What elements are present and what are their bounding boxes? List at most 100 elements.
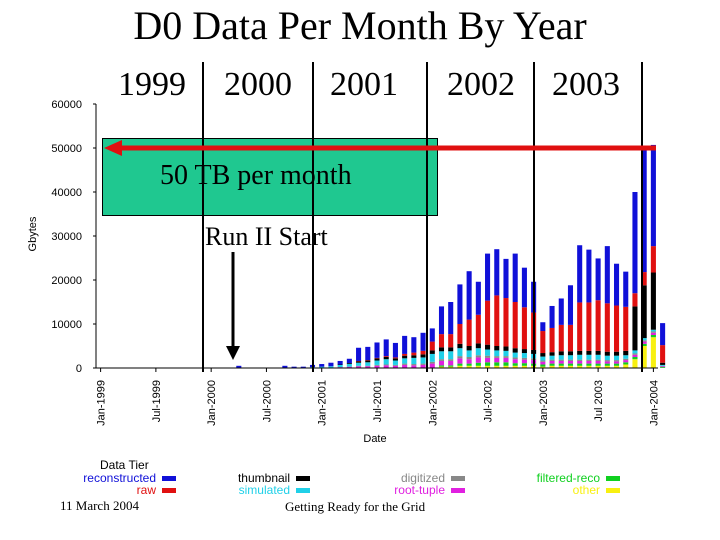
bar-segment-simulated bbox=[337, 364, 343, 368]
bar-segment-digitized bbox=[641, 340, 647, 342]
bar-segment-simulated bbox=[438, 351, 445, 360]
bar-segment-root-tuple bbox=[660, 366, 666, 368]
bar-segment-digitized bbox=[411, 364, 417, 366]
bar-segment-raw bbox=[383, 356, 389, 357]
bar-segment-raw bbox=[356, 360, 362, 362]
bar-segment-raw bbox=[475, 314, 481, 344]
bar-segment-reconstructed bbox=[641, 148, 647, 273]
bar-segment-digitized bbox=[540, 360, 546, 362]
bar-segment-root-tuple bbox=[457, 358, 463, 364]
legend-label: digitized bbox=[401, 471, 445, 485]
bar-segment-simulated bbox=[623, 355, 629, 359]
bar-segment-filtered-reco bbox=[475, 362, 481, 366]
x-tick-label: Jul-2000 bbox=[261, 380, 273, 422]
bar-segment-simulated bbox=[365, 362, 371, 366]
bar-segment-filtered-reco bbox=[567, 363, 574, 366]
bar-segment-reconstructed bbox=[365, 346, 371, 361]
bar-segment-thumbnail bbox=[411, 355, 417, 358]
bar-segment-raw bbox=[448, 334, 454, 348]
bar-segment-simulated bbox=[660, 364, 666, 366]
bar-segment-thumbnail bbox=[521, 349, 527, 354]
bar-segment-reconstructed bbox=[531, 281, 537, 313]
bar-segment-thumbnail bbox=[614, 351, 620, 356]
bar-segment-filtered-reco bbox=[604, 363, 610, 366]
bar-segment-reconstructed bbox=[319, 364, 325, 367]
bar-segment-reconstructed bbox=[346, 358, 352, 364]
bar-segment-reconstructed bbox=[549, 305, 555, 328]
bar-segment-filtered-reco bbox=[641, 343, 647, 346]
bar-segment-thumbnail bbox=[577, 350, 583, 355]
bar-segment-filtered-reco bbox=[660, 367, 666, 368]
x-tick-label: Jul-2002 bbox=[483, 380, 495, 422]
bar-segment-simulated bbox=[632, 350, 638, 354]
bar-segment-reconstructed bbox=[577, 245, 583, 303]
bar-segment-reconstructed bbox=[558, 298, 564, 325]
bar-segment-raw bbox=[485, 300, 491, 345]
bar-segment-filtered-reco bbox=[512, 363, 518, 366]
run-ii-start-label: Run II Start bbox=[205, 222, 328, 251]
bar-segment-thumbnail bbox=[586, 350, 592, 355]
bar-segment-reconstructed bbox=[614, 263, 620, 306]
bar-segment-digitized bbox=[604, 360, 610, 362]
x-axis: Jan-1999 Jul-1999 Jan-2000 Jul-2000 Jan-2001… bbox=[96, 367, 660, 426]
capacity-box bbox=[102, 138, 438, 216]
bar-segment-root-tuple bbox=[411, 365, 417, 368]
bar-segment-thumbnail bbox=[374, 358, 380, 361]
x-tick-label: Jan-2001 bbox=[317, 380, 329, 426]
legend-label: simulated bbox=[239, 483, 290, 497]
bar-segment-filtered-reco bbox=[457, 363, 463, 366]
year-label: 2002 bbox=[447, 66, 515, 103]
bar-segment-filtered-reco bbox=[614, 363, 620, 366]
bar-segment-other bbox=[512, 365, 518, 368]
bar-segment-digitized bbox=[383, 364, 389, 366]
bar-segment-other bbox=[503, 365, 509, 368]
bar-segment-raw bbox=[457, 324, 463, 344]
bar-segment-digitized bbox=[485, 355, 491, 358]
bar-segment-simulated bbox=[494, 350, 500, 357]
bar-segment-reconstructed bbox=[540, 322, 546, 332]
bar-segment-filtered-reco bbox=[595, 363, 601, 366]
bar-segment-digitized bbox=[586, 359, 592, 361]
bar-segment-thumbnail bbox=[383, 357, 389, 360]
bar-segment-digitized bbox=[567, 359, 574, 361]
bar-segment-filtered-reco bbox=[558, 363, 564, 366]
bar-segment-other bbox=[558, 365, 564, 368]
legend-label: thumbnail bbox=[238, 471, 290, 485]
bar-segment-other bbox=[632, 359, 638, 368]
y-tick-label: 20000 bbox=[51, 275, 82, 287]
bar-segment-other bbox=[614, 365, 620, 368]
bar-segment-root-tuple bbox=[623, 360, 629, 363]
bar-segment-other bbox=[438, 366, 445, 368]
bar-segment-reconstructed bbox=[512, 253, 518, 302]
bar-segment-raw bbox=[540, 331, 546, 354]
bar-segment-root-tuple bbox=[438, 360, 445, 366]
bar-segment-filtered-reco bbox=[521, 363, 527, 366]
bar-segment-thumbnail bbox=[595, 350, 601, 355]
bar-segment-root-tuple bbox=[512, 359, 518, 364]
bar-segment-digitized bbox=[558, 359, 564, 361]
year-label: 2001 bbox=[330, 66, 398, 103]
year-label: 2000 bbox=[224, 66, 292, 103]
bar-segment-root-tuple bbox=[540, 361, 546, 365]
bar-segment-reconstructed bbox=[475, 281, 481, 315]
bar-segment-other bbox=[623, 364, 629, 368]
bar-segment-root-tuple bbox=[466, 359, 472, 364]
bar-segment-digitized bbox=[614, 360, 620, 362]
bar-segment-thumbnail bbox=[558, 351, 564, 356]
bar-segment-digitized bbox=[457, 356, 463, 359]
bar-segment-digitized bbox=[577, 359, 583, 361]
year-label: 1999 bbox=[118, 66, 186, 103]
bar-segment-raw bbox=[531, 312, 537, 350]
bar-segment-filtered-reco bbox=[577, 363, 583, 366]
bar-segment-reconstructed bbox=[374, 342, 380, 358]
bar-segment-raw bbox=[411, 352, 417, 356]
bar-segment-other bbox=[540, 366, 546, 368]
bar-segment-raw bbox=[521, 307, 527, 350]
legend-label: other bbox=[573, 483, 600, 497]
bar-segment-simulated bbox=[521, 353, 527, 358]
bar-segment-raw bbox=[623, 306, 629, 351]
bar-segment-filtered-reco bbox=[438, 365, 445, 367]
y-axis: 0 10000 20000 30000 40000 50000 60000 bbox=[51, 99, 97, 375]
bar-segment-root-tuple bbox=[604, 361, 610, 364]
bar-segment-raw bbox=[466, 319, 472, 346]
